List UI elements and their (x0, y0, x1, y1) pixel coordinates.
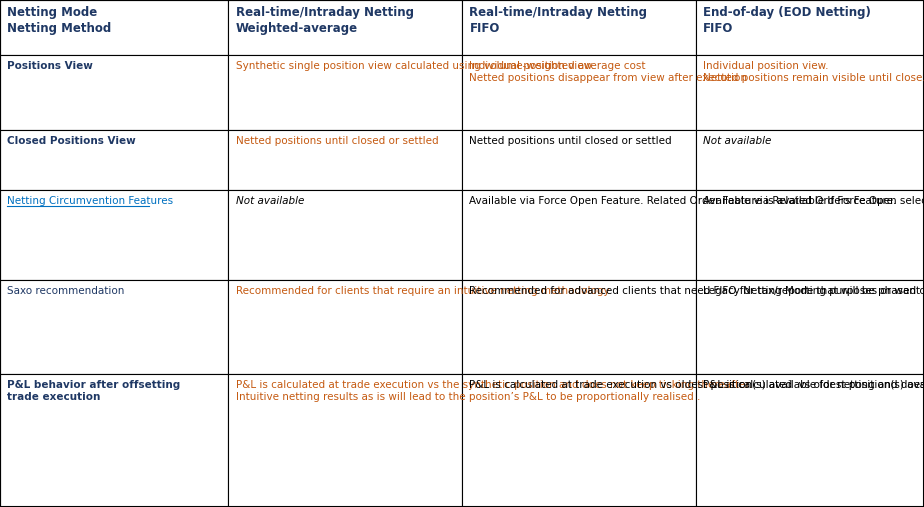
Bar (228, 130, 462, 190)
Bar (696, 190, 924, 280)
Text: Netted positions until closed or settled: Netted positions until closed or settled (236, 136, 438, 146)
Bar (696, 55, 924, 130)
Text: Recommended for clients that require an intuitive netting methodology: Recommended for clients that require an … (236, 286, 609, 296)
Text: Individual position view.
Netted positions disappear from view after execution: Individual position view. Netted positio… (469, 61, 748, 83)
Text: Closed Positions View: Closed Positions View (7, 136, 136, 146)
Bar (228, 374, 462, 507)
Text: Not available: Not available (703, 136, 772, 146)
Text: Netting Mode
Netting Method: Netting Mode Netting Method (7, 6, 112, 35)
Text: Saxo recommendation: Saxo recommendation (7, 286, 125, 296)
Bar (462, 0, 696, 55)
Bar (0, 280, 228, 374)
Text: Real-time/Intraday Netting
FIFO: Real-time/Intraday Netting FIFO (469, 6, 648, 35)
Bar (0, 190, 228, 280)
Bar (696, 0, 924, 55)
Bar (0, 0, 228, 55)
Bar (228, 190, 462, 280)
Text: Netting Circumvention Features: Netting Circumvention Features (7, 196, 174, 206)
Text: End-of-day (EOD Netting)
FIFO: End-of-day (EOD Netting) FIFO (703, 6, 871, 35)
Bar (228, 0, 462, 55)
Text: P&L behavior after offsetting
trade execution: P&L behavior after offsetting trade exec… (7, 380, 181, 402)
Bar (0, 374, 228, 507)
Text: Not available: Not available (236, 196, 304, 206)
Text: Positions View: Positions View (7, 61, 93, 71)
Bar (462, 374, 696, 507)
Text: Legacy Netting Mode that will be phased out.: Legacy Netting Mode that will be phased … (703, 286, 924, 296)
Bar (462, 190, 696, 280)
Text: Recommended for advanced clients that need FIFO for tax/reporting purposes or wa: Recommended for advanced clients that ne… (469, 286, 924, 296)
Text: Real-time/Intraday Netting
Weighted-average: Real-time/Intraday Netting Weighted-aver… (236, 6, 414, 35)
Bar (462, 280, 696, 374)
Bar (696, 280, 924, 374)
Text: Synthetic single position view calculated using volume-weighted average cost: Synthetic single position view calculate… (236, 61, 645, 71)
Text: Available via Related Orders Feature.: Available via Related Orders Feature. (703, 196, 896, 206)
Bar (0, 130, 228, 190)
Text: P&L is calculated at trade execution vs the synthetic position and does not keep: P&L is calculated at trade execution vs … (236, 380, 752, 402)
Bar (696, 374, 924, 507)
Bar (696, 130, 924, 190)
Bar (228, 55, 462, 130)
Text: Netted positions until closed or settled: Netted positions until closed or settled (469, 136, 672, 146)
Bar (0, 55, 228, 130)
Text: P&L is calculated  vs oldest position(s) available for netting and keeps ticking: P&L is calculated vs oldest position(s) … (703, 380, 924, 390)
Text: Available via Force Open Feature. Related Order Feature is available If Force Op: Available via Force Open Feature. Relate… (469, 196, 924, 206)
Text: Individual position view.
Netted positions remain visible until close.: Individual position view. Netted positio… (703, 61, 924, 83)
Text: P&L is calculated at trade execution vs oldest position(s) available for netting: P&L is calculated at trade execution vs … (469, 380, 924, 390)
Bar (462, 130, 696, 190)
Bar (228, 280, 462, 374)
Bar (462, 55, 696, 130)
